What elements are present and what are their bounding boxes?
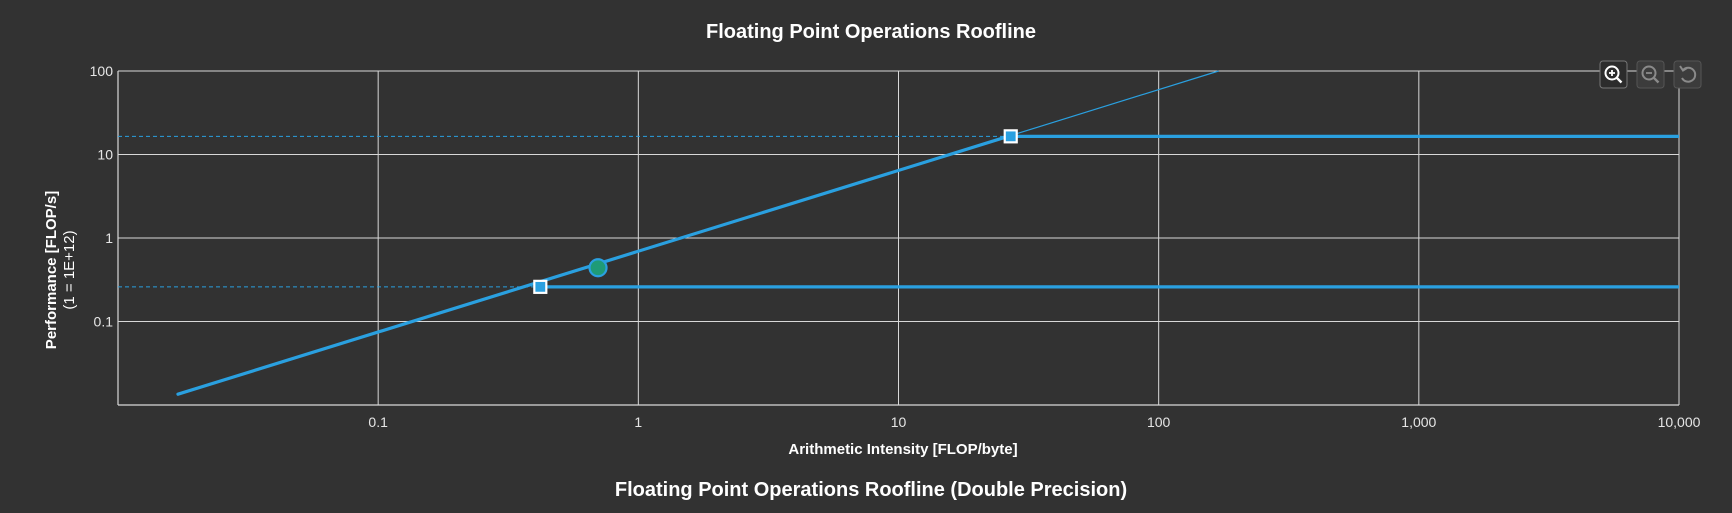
roof-lines bbox=[176, 70, 1679, 396]
x-tick-labels: 0.1 1 10 100 1,000 10,000 bbox=[368, 414, 1700, 430]
compute-ceiling-guides bbox=[118, 135, 1011, 288]
subtitle: Floating Point Operations Roofline (Doub… bbox=[615, 479, 1127, 501]
x-tick-label: 100 bbox=[1147, 414, 1171, 430]
y-axis-label: Performance [FLOP/s] (1 = 1E+12) bbox=[43, 191, 78, 349]
roofline-points bbox=[533, 129, 1018, 294]
x-tick-label: 10,000 bbox=[1658, 414, 1701, 430]
zoom-in-icon bbox=[1604, 65, 1623, 84]
y-tick-labels: 0.1 1 10 100 bbox=[90, 63, 114, 330]
x-tick-label: 1,000 bbox=[1401, 414, 1436, 430]
x-tick-label: 10 bbox=[891, 414, 907, 430]
reset-zoom-button[interactable] bbox=[1673, 60, 1702, 89]
x-tick-label: 0.1 bbox=[368, 414, 388, 430]
y-axis-label-line1: Performance [FLOP/s] bbox=[43, 191, 60, 349]
chart-title: Floating Point Operations Roofline bbox=[706, 21, 1036, 43]
ridge-point-marker bbox=[1003, 129, 1018, 144]
zoom-in-button[interactable] bbox=[1599, 60, 1628, 89]
ridge-point-marker bbox=[533, 279, 548, 294]
zoom-out-icon bbox=[1641, 65, 1660, 84]
achieved-performance-point bbox=[588, 258, 608, 278]
x-axis-label: Arithmetic Intensity [FLOP/byte] bbox=[788, 441, 1017, 458]
reset-icon bbox=[1679, 65, 1697, 83]
y-tick-label: 100 bbox=[90, 63, 114, 79]
y-axis-label-line2: (1 = 1E+12) bbox=[61, 230, 78, 309]
x-tick-label: 1 bbox=[634, 414, 642, 430]
chart-grid bbox=[117, 70, 1680, 406]
y-tick-label: 10 bbox=[97, 147, 113, 163]
zoom-out-button[interactable] bbox=[1636, 60, 1665, 89]
y-tick-label: 1 bbox=[105, 230, 113, 246]
y-tick-label: 0.1 bbox=[94, 314, 114, 330]
